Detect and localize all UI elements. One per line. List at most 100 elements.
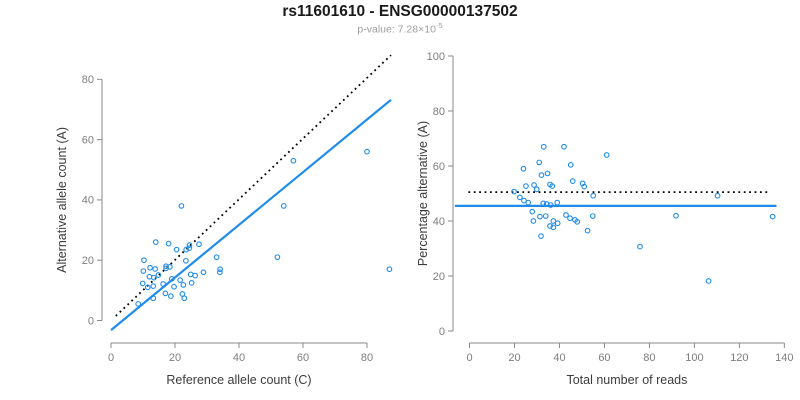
data-point (547, 202, 554, 208)
data-point (517, 194, 523, 201)
data-point (171, 283, 177, 290)
data-point (186, 242, 193, 248)
data-point (536, 159, 543, 166)
x-tick-label: 20 (508, 352, 520, 364)
y-tick-label: 40 (82, 195, 94, 207)
x-tick-label: 120 (730, 352, 748, 364)
data-point (540, 143, 547, 150)
data-point (216, 269, 223, 276)
data-point (188, 279, 195, 286)
data-point (160, 281, 167, 287)
data-point (637, 243, 643, 250)
x-tick-label: 0 (108, 352, 114, 364)
data-point (140, 268, 147, 274)
data-point (150, 295, 157, 302)
y-tick-label: 40 (433, 216, 445, 228)
data-point (537, 213, 543, 220)
figure-subtitle: p-value: 7.28×10-5 (0, 21, 800, 36)
data-point (187, 271, 194, 278)
data-point (181, 295, 188, 302)
y-tick-label: 0 (439, 326, 445, 338)
y-axis-title: Alternative allele count (A) (55, 127, 69, 273)
data-point (200, 269, 207, 276)
data-point (584, 227, 591, 234)
data-point (531, 182, 537, 188)
data-point (196, 241, 202, 248)
data-point (152, 239, 159, 245)
x-axis-title: Reference allele count (C) (166, 373, 311, 387)
data-point (183, 257, 189, 264)
data-point (550, 224, 557, 231)
data-point (180, 282, 187, 288)
data-point (769, 213, 776, 220)
data-point (177, 277, 183, 283)
data-point (525, 199, 532, 206)
x-tick-label: 60 (297, 352, 309, 364)
x-tick-label: 80 (643, 352, 655, 364)
data-point (165, 240, 172, 247)
data-point (673, 212, 679, 219)
data-point (274, 254, 281, 261)
data-point (538, 172, 545, 178)
y-tick-label: 0 (88, 315, 94, 327)
data-point (147, 264, 153, 271)
data-point (544, 170, 551, 177)
data-point (538, 233, 544, 239)
regression-line (110, 98, 392, 331)
data-point (540, 200, 547, 207)
y-tick-label: 100 (427, 51, 445, 63)
data-point (139, 280, 146, 287)
data-point (511, 188, 517, 195)
data-point (563, 212, 569, 218)
y-tick-label: 20 (82, 255, 94, 267)
data-point (554, 220, 561, 227)
data-point (386, 266, 393, 273)
data-point (523, 183, 529, 189)
x-tick-label: 20 (169, 352, 181, 364)
y-tick-label: 20 (433, 271, 445, 283)
x-tick-label: 40 (233, 352, 245, 364)
data-point (603, 152, 610, 158)
ref-vs-alt-count-plot: 0 20 40 60 80 0 20 40 60 80 Reference allele count… (55, 54, 393, 387)
data-point (554, 199, 561, 206)
data-point (280, 203, 287, 209)
data-point (162, 290, 169, 297)
data-point (290, 157, 297, 164)
data-point (151, 274, 157, 281)
x-tick-label: 0 (466, 352, 472, 364)
data-point (364, 148, 370, 155)
data-point (186, 245, 193, 251)
data-point (569, 178, 576, 184)
data-point (217, 266, 223, 273)
p-value-exponent: -5 (435, 21, 443, 30)
data-point (141, 257, 147, 264)
data-point (183, 246, 190, 253)
data-point (135, 301, 142, 307)
data-point (561, 143, 567, 150)
figure-title: rs11601610 - ENSG00000137502 (282, 3, 518, 20)
data-point (589, 213, 596, 219)
data-point (178, 203, 185, 209)
data-point (567, 162, 574, 168)
y-axis-title: Percentage alternative (A) (416, 121, 430, 266)
y-tick-label: 80 (82, 74, 94, 86)
identity-line (115, 54, 392, 317)
data-point (163, 263, 169, 270)
data-point (533, 186, 540, 193)
data-point (520, 165, 527, 172)
data-point (567, 215, 573, 222)
x-tick-label: 140 (775, 352, 793, 364)
data-point (574, 218, 581, 225)
x-axis-title: Total number of reads (566, 373, 687, 387)
data-point (542, 213, 549, 219)
data-point (549, 183, 556, 189)
data-point (152, 266, 159, 272)
data-point (213, 254, 220, 261)
data-point (173, 246, 180, 253)
x-tick-label: 60 (598, 352, 610, 364)
data-point (155, 272, 162, 278)
data-point (167, 263, 173, 270)
data-point (192, 272, 199, 279)
